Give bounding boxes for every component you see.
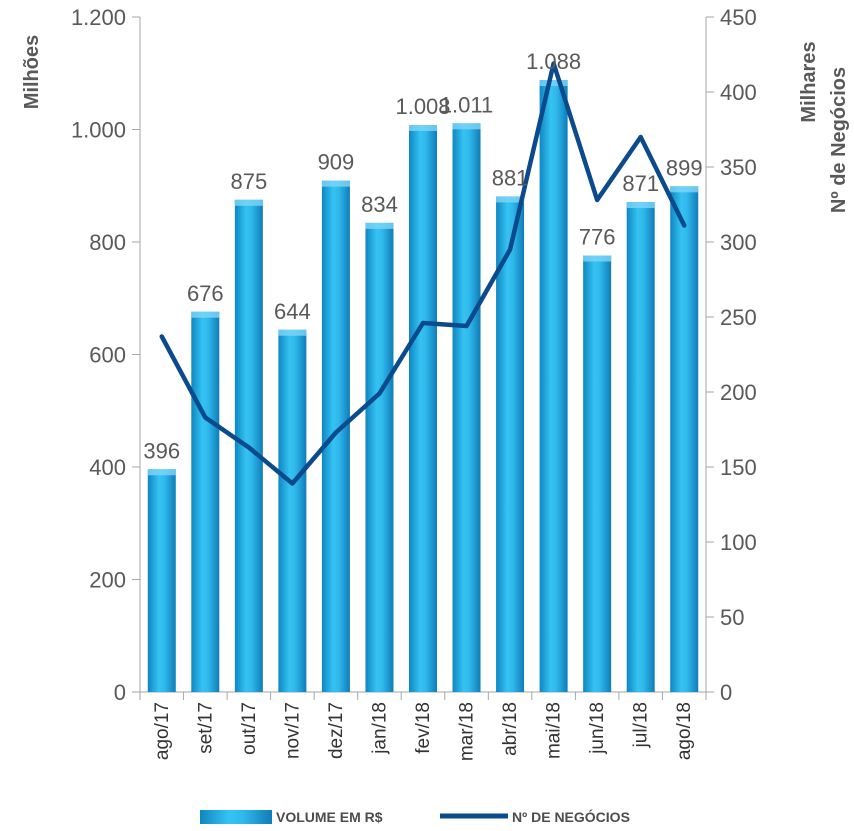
bar-cap — [452, 123, 481, 130]
bar — [496, 196, 525, 692]
bar-data-label: 676 — [187, 281, 224, 306]
y-right-tick-label: 0 — [720, 680, 732, 705]
x-category-label: abr/18 — [500, 702, 521, 756]
legend-bar-label: VOLUME EM R$ — [276, 809, 383, 825]
y-right-tick-label: 350 — [720, 155, 757, 180]
bar — [626, 202, 655, 692]
x-category-label: mai/18 — [544, 702, 565, 759]
bar-cap — [539, 80, 568, 86]
bar-data-label: 871 — [622, 171, 659, 196]
bars-group — [147, 80, 699, 692]
y-left-tick-label: 0 — [114, 680, 126, 705]
x-category-label: dez/17 — [326, 702, 347, 759]
axes-group: 0 200 400 600 800 1.000 1.200 0 50 100 150 200 250 30… — [71, 5, 757, 761]
y-left-tick-label: 1.200 — [71, 5, 126, 30]
line-point — [377, 391, 382, 396]
y-left-tick-label: 800 — [89, 230, 126, 255]
x-category-label: jun/18 — [587, 702, 608, 755]
x-category-label: ago/18 — [674, 702, 695, 760]
bar-data-label: 644 — [274, 299, 311, 324]
bar-cap — [583, 255, 612, 262]
bar-data-label: 1.088 — [526, 49, 581, 74]
bar-data-label: 909 — [318, 150, 355, 175]
x-category-label: fev/18 — [413, 702, 434, 754]
bar — [670, 186, 699, 692]
line-point — [333, 430, 338, 435]
line-group — [159, 61, 687, 486]
y-left-tick-label: 600 — [89, 343, 126, 368]
line-point — [203, 415, 208, 420]
x-category-label: ago/17 — [152, 702, 173, 760]
line-point — [246, 445, 251, 450]
legend-line-label: Nº DE NEGÓCIOS — [512, 808, 630, 825]
y-right-tick-label: 100 — [720, 530, 757, 555]
bar — [321, 180, 350, 692]
bar-cap — [234, 199, 263, 206]
bar-data-label: 899 — [666, 155, 703, 180]
bar-cap — [147, 469, 176, 476]
y-right-tick-label: 400 — [720, 80, 757, 105]
y-right-tick-label: 150 — [720, 455, 757, 480]
line-point — [638, 135, 643, 139]
x-category-label: out/17 — [239, 702, 260, 755]
y-left-tick-label: 200 — [89, 568, 126, 593]
bar — [409, 125, 437, 692]
x-category-label: nov/17 — [282, 702, 303, 759]
x-category-label: set/17 — [195, 702, 216, 754]
x-category-label: jul/18 — [631, 702, 652, 748]
bar — [539, 80, 568, 692]
legend-bar-swatch — [200, 810, 272, 824]
bar-data-label: 834 — [361, 192, 398, 217]
bar-cap — [321, 180, 350, 187]
bar — [191, 311, 220, 692]
bar-data-label: 1.008 — [395, 94, 450, 119]
bar-data-label: 776 — [579, 225, 616, 250]
bar — [452, 123, 481, 692]
bar-data-label: 1.011 — [440, 92, 493, 117]
y-right-axis-title-line2: Nº de Negócios — [828, 67, 850, 213]
bar-cap — [496, 196, 525, 203]
bar-cap — [670, 186, 699, 193]
x-category-label: jan/18 — [369, 702, 390, 755]
legend: VOLUME EM R$ Nº DE NEGÓCIOS — [200, 808, 630, 825]
bar-cap — [365, 222, 394, 229]
bar — [147, 469, 176, 692]
y-right-axis-title-line1: Milhares — [798, 41, 820, 122]
line-point — [682, 223, 687, 228]
bar-cap — [409, 125, 437, 131]
line-point — [508, 247, 513, 252]
y-right-tick-label: 250 — [720, 305, 757, 330]
line-point — [421, 321, 425, 325]
bar — [365, 222, 394, 692]
bar-data-label: 875 — [230, 169, 267, 194]
line-point — [551, 61, 556, 66]
bar-data-label: 881 — [492, 165, 529, 190]
bar — [583, 255, 612, 692]
line-point — [290, 481, 295, 486]
y-left-tick-label: 1.000 — [71, 118, 126, 143]
line-point — [464, 324, 469, 328]
line-point — [595, 198, 600, 202]
bar — [278, 329, 307, 692]
y-left-axis-title: Milhões — [21, 35, 43, 109]
y-left-tick-label: 400 — [89, 455, 126, 480]
bar-cap — [278, 329, 307, 336]
y-right-tick-label: 50 — [720, 605, 744, 630]
bar-data-label: 396 — [143, 438, 180, 463]
y-right-tick-label: 450 — [720, 5, 757, 30]
y-right-tick-label: 200 — [720, 380, 757, 405]
x-category-label: mar/18 — [457, 702, 478, 761]
bar-cap — [626, 202, 655, 209]
bar-cap — [191, 311, 220, 318]
y-right-tick-label: 300 — [720, 230, 757, 255]
line-point — [159, 334, 164, 339]
